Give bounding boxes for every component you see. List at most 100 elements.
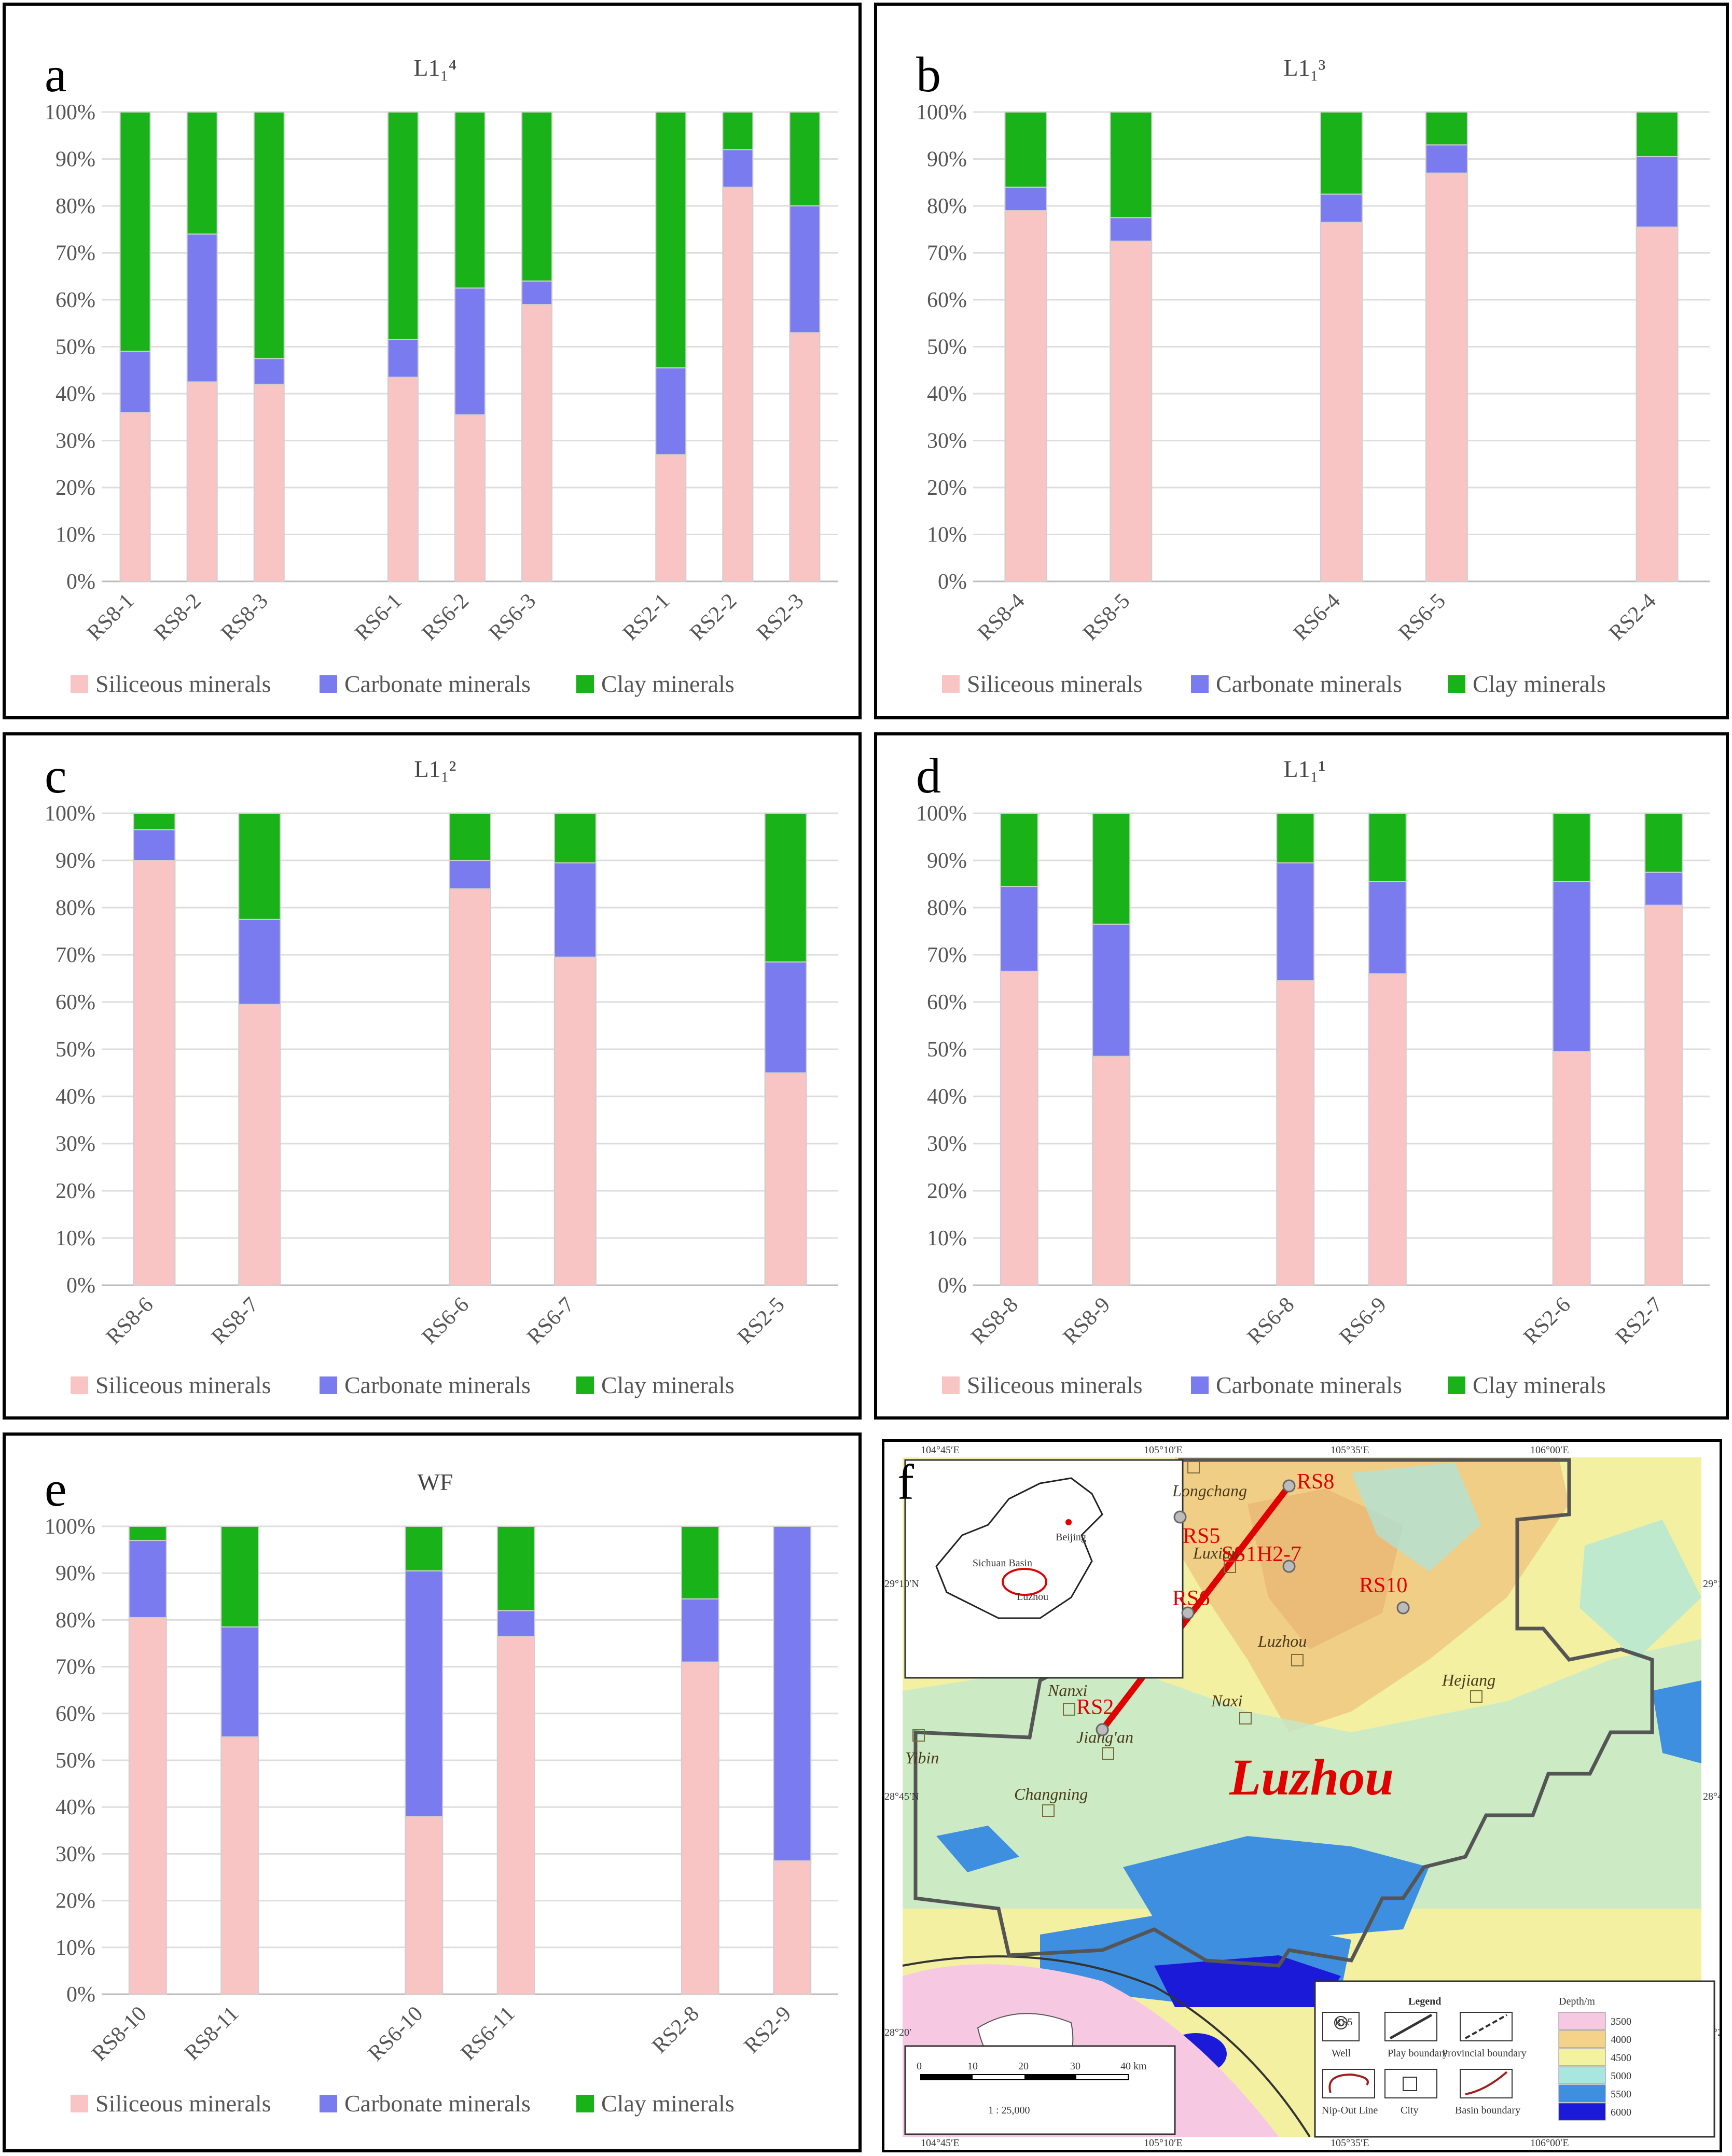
- y-tick-label: 0%: [938, 1274, 967, 1298]
- x-tick-label: RS8-11: [180, 2002, 243, 2065]
- y-tick-label: 40%: [927, 382, 967, 406]
- bar-RS8-4-clay: [1004, 112, 1047, 188]
- bar-RS2-6-siliceous: [1552, 1051, 1591, 1286]
- panel-label-a: a: [45, 47, 67, 102]
- depth-zone-4000b: [1248, 1489, 1403, 1649]
- x-tick-label: RS8-5: [1078, 589, 1134, 645]
- bar-RS2-7-clay: [1644, 813, 1683, 873]
- x-tick-label: RS6-10: [364, 2002, 427, 2066]
- chart-e: e WF 0% 10% 20% 30% 40% 50% 60% 70% 80% 90% 100% RS8-…: [45, 1461, 838, 2117]
- legend-label: Carbonate minerals: [344, 671, 531, 697]
- y-tick-label: 80%: [56, 1608, 95, 1632]
- depth-label: 4000: [1611, 2034, 1631, 2046]
- x-tick-label: RS2-7: [1611, 1293, 1667, 1349]
- bar-RS2-1-siliceous: [655, 454, 687, 582]
- legend-label: Siliceous minerals: [95, 1372, 271, 1398]
- legend-label: Siliceous minerals: [95, 671, 271, 697]
- chart-title-d: L1₁¹: [1284, 756, 1326, 782]
- bar-RS6-5-carbonate: [1425, 144, 1468, 174]
- bar-RS2-8-clay: [681, 1526, 719, 1599]
- legend-label: Clay minerals: [1473, 1372, 1606, 1398]
- x-tick-label: RS6-1: [351, 589, 407, 645]
- y-tick-label: 60%: [927, 991, 967, 1014]
- legend-swatch: [942, 675, 960, 693]
- y-tick-label: 10%: [927, 1227, 967, 1250]
- y-tick-label: 70%: [56, 1656, 95, 1679]
- legend-swatch: [576, 1376, 594, 1394]
- scale-ratio: 1 : 25,000: [988, 2105, 1030, 2116]
- legend-well: Well: [1332, 2048, 1351, 2059]
- bar-RS6-8-clay: [1276, 813, 1315, 864]
- bar-RS6-10-siliceous: [405, 1816, 444, 1995]
- chart-d: d L1₁¹ 0% 10% 20% 30% 40% 50% 60% 70% 80% 90% 100% RS…: [916, 748, 1710, 1398]
- bar-RS8-7-carbonate: [238, 919, 281, 1005]
- bar-RS6-2-siliceous: [454, 414, 486, 582]
- x-tick-label: RS8-1: [82, 589, 138, 645]
- bar-RS2-7-carbonate: [1644, 871, 1683, 906]
- coord-bottom-4: 106°00′E: [1530, 2137, 1569, 2149]
- x-tick-label: RS6-4: [1289, 589, 1345, 645]
- panel-d: d L1₁¹ 0% 10% 20% 30% 40% 50% 60% 70% 80% 90% 100% RS…: [874, 732, 1729, 1420]
- y-tick-label: 70%: [927, 242, 967, 266]
- chart-b: b L1₁³ 0% 10% 20% 30% 40% 50% 60% 70% 80% 90% 100% RS…: [916, 47, 1710, 697]
- depth-zone-5000c: [1579, 1520, 1701, 1660]
- y-tick-label: 0%: [938, 570, 967, 594]
- inset-frame: [904, 1459, 1184, 1679]
- basin-boundary: [902, 1955, 1311, 2138]
- legend-label: Carbonate minerals: [1216, 1372, 1402, 1398]
- y-tick-label: 50%: [927, 1038, 967, 1062]
- x-tick-label: RS2-1: [618, 589, 674, 645]
- bar-RS8-8-clay: [1000, 813, 1038, 887]
- x-tick-label: RS8-6: [102, 1293, 158, 1349]
- x-tick-label: RS6-6: [418, 1293, 474, 1349]
- y-tick-label: 40%: [56, 1085, 95, 1109]
- y-tick-label: 80%: [56, 194, 95, 218]
- y-tick-label: 20%: [927, 476, 967, 500]
- inset-beijing-label: Beijing: [1056, 1532, 1086, 1543]
- panel-b: b L1₁³ 0% 10% 20% 30% 40% 50% 60% 70% 80% 90% 100% RS…: [874, 3, 1729, 719]
- town-yibin: Yibin: [905, 1748, 939, 1767]
- depth-zone-5000: [903, 1639, 1701, 1909]
- bar-RS2-1-clay: [655, 112, 687, 369]
- bar-RS6-11-clay: [496, 1526, 535, 1611]
- y-tick-label: 80%: [56, 896, 95, 920]
- bar-RS2-2-clay: [722, 112, 754, 150]
- bar-RS6-7-siliceous: [553, 956, 597, 1286]
- x-tick-label: RS2-9: [740, 2002, 796, 2058]
- x-tick-label: RS8-9: [1059, 1293, 1115, 1349]
- y-tick-label: 0%: [66, 1274, 95, 1298]
- bar-RS6-6-clay: [449, 813, 491, 861]
- section-line: [1100, 1484, 1292, 1732]
- y-tick-label: 10%: [927, 523, 967, 547]
- y-tick-label: 50%: [927, 336, 967, 359]
- y-tick-label: 50%: [56, 1038, 95, 1062]
- legend-label: Clay minerals: [601, 2090, 735, 2117]
- y-tick-label: 30%: [927, 429, 967, 453]
- y-tick-label: 100%: [916, 101, 967, 124]
- scale-tick-0: 0: [917, 2061, 922, 2072]
- bar-RS8-1-carbonate: [119, 351, 151, 413]
- bar-RS6-4-siliceous: [1320, 221, 1363, 582]
- bar-RS2-6-carbonate: [1552, 881, 1591, 1052]
- y-tick-label: 70%: [927, 943, 967, 967]
- bar-RS6-3-clay: [521, 112, 553, 282]
- x-tick-label: RS6-7: [522, 1293, 578, 1349]
- x-tick-label: RS8-4: [973, 589, 1029, 645]
- bar-RS2-3-siliceous: [789, 332, 821, 582]
- bar-RS8-6-carbonate: [133, 829, 176, 861]
- bar-RS6-8-siliceous: [1276, 980, 1315, 1286]
- y-tick-label: 40%: [927, 1085, 967, 1109]
- y-tick-label: 100%: [916, 802, 967, 826]
- y-tick-label: 10%: [56, 523, 95, 547]
- coord-top-4: 106°00′E: [1530, 1444, 1569, 1456]
- bar-RS2-5-carbonate: [764, 961, 807, 1074]
- bar-RS8-5-carbonate: [1110, 217, 1153, 242]
- bar-RS6-4-clay: [1320, 112, 1363, 195]
- y-tick-label: 20%: [56, 1179, 95, 1203]
- sichuan-basin-outline: [1002, 1568, 1047, 1596]
- bar-RS6-6-siliceous: [449, 888, 491, 1286]
- bar-RS8-3-clay: [253, 112, 285, 359]
- well-rs5: RS5: [1183, 1524, 1220, 1548]
- bar-RS6-4-carbonate: [1320, 193, 1363, 223]
- bar-RS2-7-siliceous: [1644, 905, 1683, 1286]
